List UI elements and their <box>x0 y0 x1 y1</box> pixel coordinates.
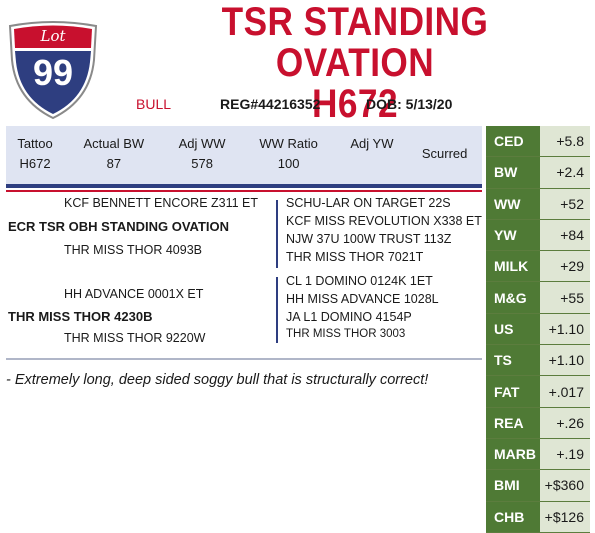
epd-row: M&G +55 <box>486 281 590 314</box>
comment-text: - Extremely long, deep sided soggy bull … <box>6 372 429 388</box>
stats-value: 100 <box>277 155 300 171</box>
epd-row: BW +2.4 <box>486 156 590 189</box>
epd-row: CED +5.8 <box>486 126 590 158</box>
epd-row: YW +84 <box>486 219 590 252</box>
title-line-2: H672 <box>312 82 398 126</box>
epd-value: +1.10 <box>540 344 590 377</box>
pedigree-sire-sire: KCF BENNETT ENCORE Z311 ET <box>64 196 259 210</box>
epd-row: MILK +29 <box>486 250 590 283</box>
pedigree-sire-dam: THR MISS THOR 4093B <box>64 243 203 257</box>
stats-header: Actual BW <box>83 135 145 151</box>
pedigree-right-line: SCHU-LAR ON TARGET 22S <box>286 196 451 210</box>
stats-header-row: Tattoo Actual BW Adj WW WW Ratio Adj YW … <box>6 133 482 161</box>
epd-table: CED +5.8 BW +2.4 WW +52 YW +84 MILK +29 M&G +55 US +1… <box>486 126 590 533</box>
pedigree-right-line: CL 1 DOMINO 0124K 1ET <box>286 274 433 288</box>
epd-label: BW <box>486 156 540 189</box>
stats-value <box>337 153 408 173</box>
epd-label: MILK <box>486 250 540 283</box>
epd-label: REA <box>486 407 540 439</box>
epd-value: +84 <box>540 219 590 252</box>
epd-label: YW <box>486 219 540 252</box>
epd-label: TS <box>486 344 540 377</box>
animal-title: TSR STANDING OVATION H672 <box>148 2 562 125</box>
epd-label: WW <box>486 188 540 220</box>
pedigree-dam: THR MISS THOR 4230B <box>8 309 153 324</box>
epd-value: +2.4 <box>540 156 590 189</box>
epd-value: +$126 <box>540 501 590 533</box>
lot-badge: Lot 99 <box>4 20 102 120</box>
pedigree-right-line: NJW 37U 100W TRUST 113Z <box>286 232 452 246</box>
pedigree-sire: ECR TSR OBH STANDING OVATION <box>8 219 229 234</box>
epd-value: +29 <box>540 250 590 283</box>
stats-panel <box>6 126 482 184</box>
divider-red <box>6 190 482 192</box>
pedigree-dam-sire: HH ADVANCE 0001X ET <box>64 287 204 301</box>
pedigree-bracket-top <box>276 200 278 268</box>
epd-value: +5.8 <box>540 126 590 158</box>
stats-header: Tattoo <box>17 135 53 151</box>
stats-value-row: H672 87 578 100 <box>6 153 482 173</box>
epd-label: US <box>486 313 540 346</box>
epd-label: BMI <box>486 469 540 502</box>
stats-header: Adj YW <box>350 135 394 151</box>
title-line-1: TSR STANDING OVATION <box>221 0 489 85</box>
epd-row: TS +1.10 <box>486 344 590 377</box>
stats-header: Adj WW <box>178 135 226 151</box>
pedigree-dam-dam: THR MISS THOR 9220W <box>64 331 206 345</box>
stats-table: Tattoo Actual BW Adj WW WW Ratio Adj YW … <box>6 133 482 173</box>
epd-value: +52 <box>540 188 590 220</box>
pedigree-right-line: THR MISS THOR 7021T <box>286 250 424 264</box>
epd-label: MARB <box>486 438 540 471</box>
sex-label: BULL <box>136 96 172 112</box>
epd-row: WW +52 <box>486 188 590 220</box>
epd-row: BMI +$360 <box>486 469 590 502</box>
stats-value: 87 <box>106 155 122 171</box>
lot-label: Lot <box>40 27 66 45</box>
lot-number: 99 <box>32 52 74 93</box>
epd-row: CHB +$126 <box>486 501 590 533</box>
pedigree-right-line: JA L1 DOMINO 4154P <box>286 310 412 324</box>
comment-divider <box>6 358 482 360</box>
epd-value: +1.10 <box>540 313 590 346</box>
divider-navy <box>6 184 482 188</box>
epd-row: US +1.10 <box>486 313 590 346</box>
scurred-label: Scurred <box>421 145 468 161</box>
epd-row: MARB +.19 <box>486 438 590 471</box>
epd-value: +.26 <box>540 407 590 439</box>
epd-row: REA +.26 <box>486 407 590 439</box>
epd-row: FAT +.017 <box>486 375 590 408</box>
epd-value: +55 <box>540 281 590 314</box>
stats-value: 578 <box>191 155 213 171</box>
pedigree-right-line: KCF MISS REVOLUTION X338 ET <box>286 214 482 228</box>
pedigree-right-line: HH MISS ADVANCE 1028L <box>286 292 439 306</box>
stats-header: WW Ratio <box>259 135 318 151</box>
epd-label: FAT <box>486 375 540 408</box>
epd-value: +.017 <box>540 375 590 408</box>
epd-value: +$360 <box>540 469 590 502</box>
epd-value: +.19 <box>540 438 590 471</box>
stats-value: H672 <box>19 155 51 171</box>
shield-icon <box>8 21 98 120</box>
epd-label: M&G <box>486 281 540 314</box>
date-of-birth: DOB: 5/13/20 <box>366 96 453 112</box>
pedigree-bracket-bottom <box>276 277 278 343</box>
epd-label: CHB <box>486 501 540 533</box>
pedigree-right-line: THR MISS THOR 3003 <box>286 328 406 340</box>
epd-label: CED <box>486 126 540 158</box>
registration-number: REG#44216352 <box>220 96 321 112</box>
